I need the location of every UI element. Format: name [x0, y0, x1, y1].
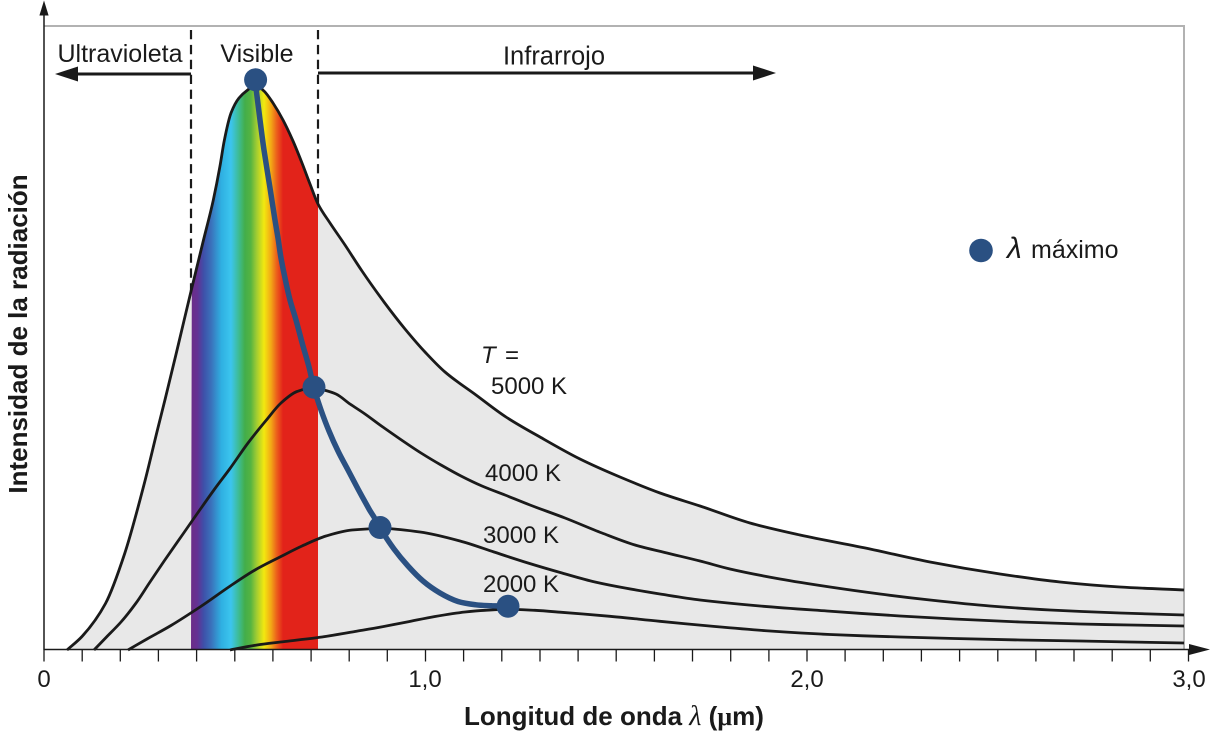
svg-text:1,0: 1,0 — [408, 666, 441, 693]
svg-text:2,0: 2,0 — [790, 666, 823, 693]
svg-text:Longitud de onda λ (μm): Longitud de onda λ (μm) — [464, 701, 764, 732]
svg-text:Visible: Visible — [220, 40, 293, 68]
svg-text:Ultravioleta: Ultravioleta — [57, 40, 182, 68]
svg-text:2000 K: 2000 K — [483, 571, 559, 598]
svg-text:3000 K: 3000 K — [483, 522, 559, 549]
svg-text:máximo: máximo — [1031, 236, 1119, 264]
svg-text:Infrarrojo: Infrarrojo — [503, 43, 605, 71]
svg-text:0: 0 — [37, 666, 50, 693]
svg-text:=: = — [505, 342, 519, 369]
svg-text:3,0: 3,0 — [1172, 666, 1205, 693]
svg-text:5000 K: 5000 K — [491, 373, 567, 400]
svg-text:λ: λ — [1005, 232, 1022, 265]
svg-text:T: T — [481, 342, 498, 369]
svg-text:4000 K: 4000 K — [485, 460, 561, 487]
svg-text:Intensidad de la radiación: Intensidad de la radiación — [3, 174, 33, 493]
